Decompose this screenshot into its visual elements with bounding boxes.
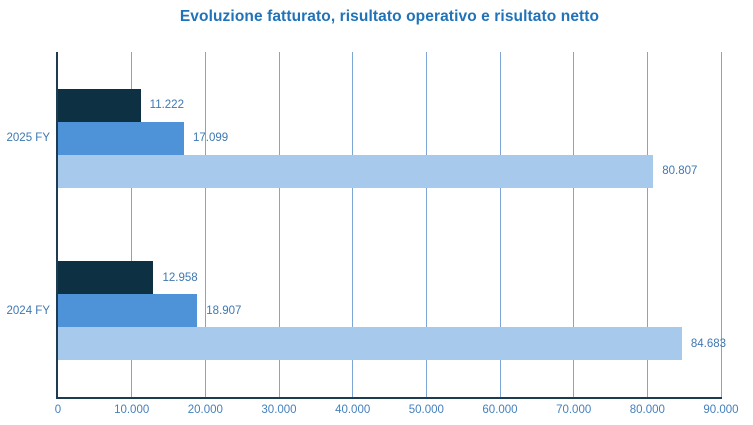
gridline: [720, 52, 722, 397]
bar-value-label-risultato-netto-2024-fy: 12.958: [162, 271, 198, 284]
bar-value-label-risultato-operativo-2025-fy: 17.099: [192, 132, 229, 145]
x-axis-tick-label: 60.000: [482, 404, 518, 416]
plot-area: 11.222 17.099 80.807 12.958 18.907 84.683: [58, 52, 726, 397]
y-axis-line: [56, 52, 58, 399]
x-axis-tick-label: 0: [54, 404, 62, 416]
bar-value-label-risultato-netto-2025-fy: 11.222: [149, 99, 184, 112]
gridline: [352, 52, 354, 397]
bar-risultato-operativo-2025-fy: [58, 121, 184, 155]
x-axis-tick-label: 40.000: [335, 404, 371, 416]
x-axis-tick-label: 30.000: [261, 404, 297, 416]
x-axis-tick-label: 80.000: [629, 404, 665, 416]
bar-value-label-risultato-operativo-2024-fy: 18.907: [206, 304, 242, 317]
x-axis-tick-label: 20.000: [187, 404, 223, 416]
bar-value-label-fatturato-2024-fy: 84.683: [690, 337, 727, 350]
gridline: [204, 52, 206, 397]
gridline: [573, 52, 575, 397]
x-axis-tick-label: 90.000: [703, 404, 739, 416]
y-axis-category-label: 2024 FY: [6, 304, 50, 317]
bar-value-label-fatturato-2025-fy: 80.807: [662, 165, 698, 178]
gridline: [131, 52, 133, 397]
y-axis-category-label: 2025 FY: [6, 132, 50, 145]
gridline: [646, 52, 648, 397]
x-axis-tick-label: 50.000: [408, 404, 444, 416]
bar-risultato-netto-2025-fy: [58, 88, 141, 122]
x-axis-line: [56, 397, 722, 399]
gridline: [278, 52, 280, 397]
x-axis-tick-label: 10.000: [114, 404, 150, 416]
gridline: [425, 52, 427, 397]
bar-risultato-netto-2024-fy: [58, 261, 154, 295]
gridline: [499, 52, 501, 397]
bar-risultato-operativo-2024-fy: [58, 294, 198, 328]
bar-fatturato-2024-fy: [58, 327, 682, 361]
chart-title: Evoluzione fatturato, risultato operativ…: [179, 8, 600, 25]
x-axis-tick-label: 70.000: [556, 404, 592, 416]
bar-fatturato-2025-fy: [58, 154, 654, 188]
